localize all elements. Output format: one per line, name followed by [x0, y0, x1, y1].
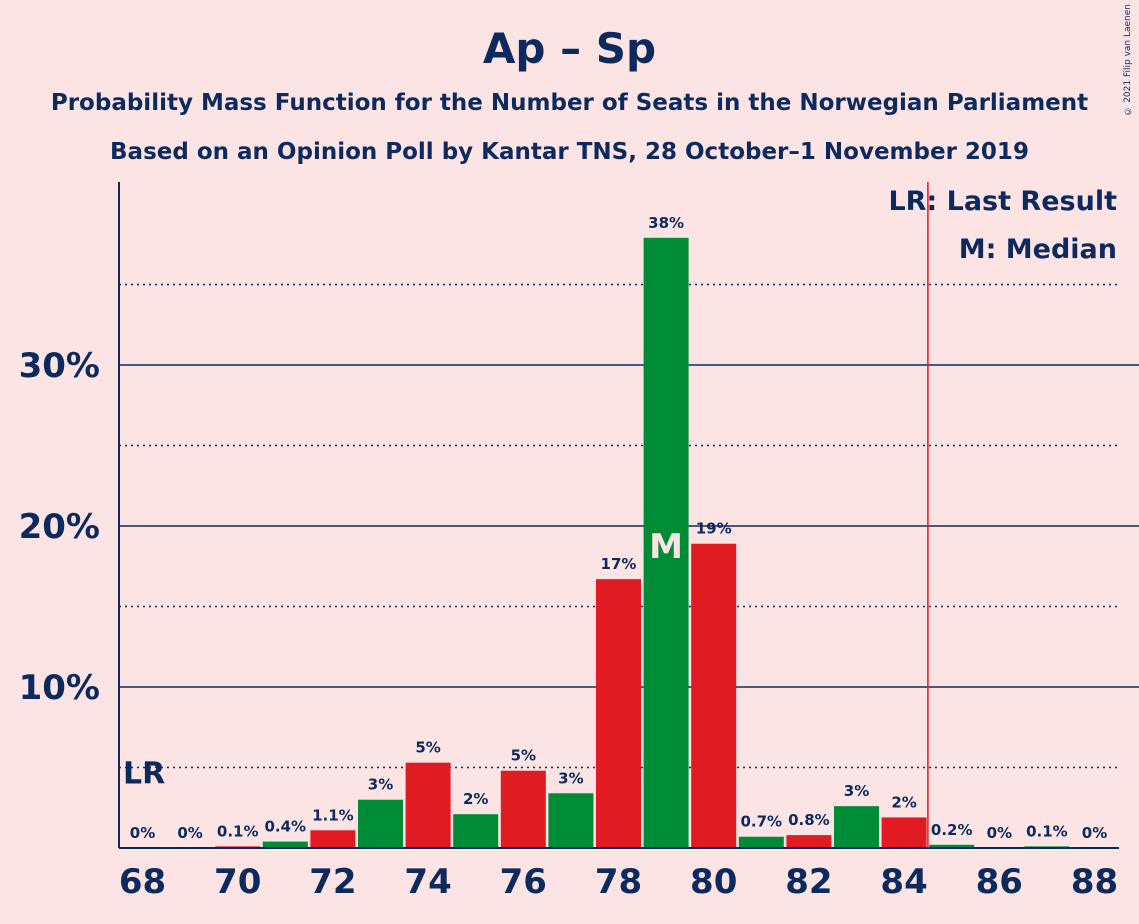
- chart-subtitle-2: Based on an Opinion Poll by Kantar TNS, …: [110, 139, 1029, 165]
- data-label-87: 0.1%: [1026, 822, 1068, 840]
- data-label-77: 3%: [558, 769, 583, 787]
- bar-74: [405, 762, 451, 848]
- x-tick-label: 88: [1071, 862, 1118, 902]
- bar-79: [643, 237, 689, 848]
- y-tick-label: 20%: [19, 507, 100, 547]
- x-tick-label: 86: [976, 862, 1023, 902]
- bar-71: [262, 841, 308, 848]
- bar-83: [834, 806, 879, 848]
- data-label-70: 0.1%: [217, 822, 259, 840]
- x-tick-label: 70: [214, 862, 261, 902]
- data-label-86: 0%: [987, 824, 1012, 842]
- bar-75: [453, 814, 499, 848]
- bar-80: [691, 543, 737, 848]
- data-label-69: 0%: [177, 824, 202, 842]
- median-marker: M: [649, 527, 683, 567]
- legend-median: M: Median: [959, 234, 1117, 265]
- bar-84: [881, 817, 927, 848]
- x-tick-label: 82: [785, 862, 832, 902]
- x-tick-label: 76: [500, 862, 547, 902]
- data-label-73: 3%: [368, 776, 393, 794]
- data-label-72: 1.1%: [312, 806, 354, 824]
- x-tick-label: 78: [595, 862, 642, 902]
- x-tick-label: 74: [404, 862, 451, 902]
- bar-81: [738, 836, 784, 848]
- data-label-88: 0%: [1082, 824, 1107, 842]
- data-label-80: 19%: [696, 520, 732, 538]
- data-label-76: 5%: [511, 747, 536, 765]
- data-label-81: 0.7%: [740, 813, 782, 831]
- data-label-74: 5%: [415, 739, 440, 757]
- data-label-71: 0.4%: [264, 818, 306, 836]
- bar-78: [596, 579, 641, 848]
- data-label-68: 0%: [130, 824, 155, 842]
- x-tick-label: 84: [880, 862, 927, 902]
- x-tick-label: 68: [119, 862, 166, 902]
- bar-72: [310, 830, 356, 848]
- bar-82: [786, 835, 832, 848]
- x-tick-label: 72: [309, 862, 356, 902]
- last-result-marker: LR: [123, 757, 165, 792]
- y-tick-label: 30%: [19, 346, 100, 386]
- data-label-79: 38%: [648, 214, 684, 232]
- bar-76: [500, 770, 546, 848]
- bar-85: [929, 844, 975, 848]
- data-label-82: 0.8%: [788, 811, 830, 829]
- y-tick-label: 10%: [19, 668, 100, 708]
- legend-last-result: LR: Last Result: [888, 186, 1117, 217]
- x-tick-label: 80: [690, 862, 737, 902]
- data-label-78: 17%: [601, 555, 637, 573]
- data-label-83: 3%: [844, 782, 869, 800]
- data-label-85: 0.2%: [931, 821, 973, 839]
- data-label-75: 2%: [463, 790, 488, 808]
- chart-subtitle-1: Probability Mass Function for the Number…: [50, 90, 1089, 116]
- bar-77: [548, 793, 594, 848]
- data-label-84: 2%: [891, 793, 916, 811]
- bar-73: [358, 799, 403, 848]
- chart-title: Ap – Sp: [482, 24, 657, 73]
